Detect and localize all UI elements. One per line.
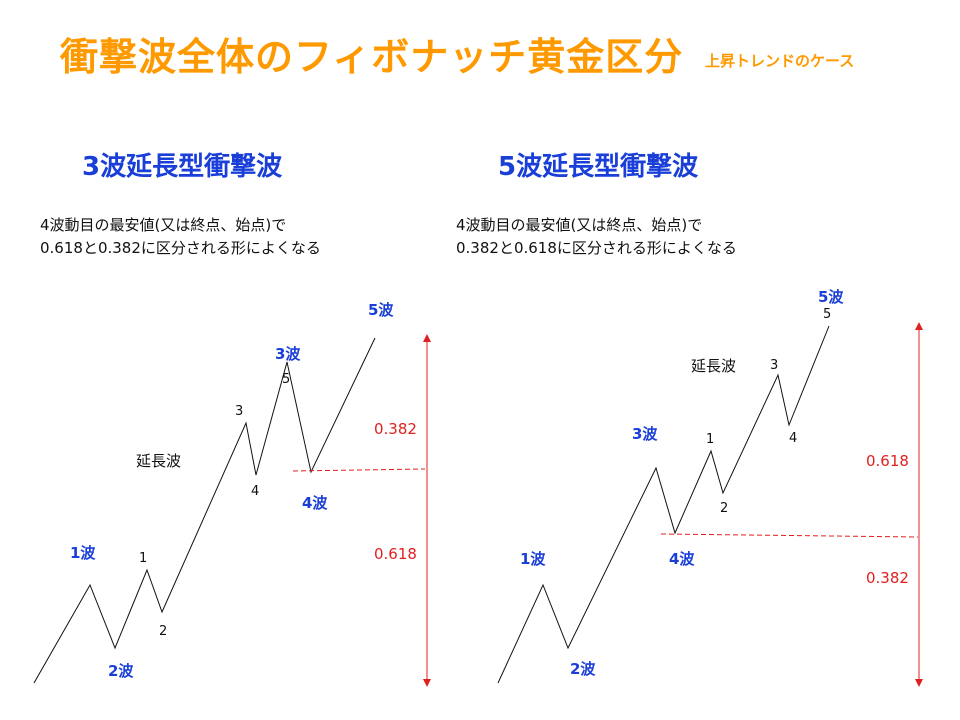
right-label-wave3: 3波: [632, 425, 658, 443]
left-extension-label: 延長波: [136, 452, 181, 470]
left-desc-line1: 4波動目の最安値(又は終点、始点)で: [40, 216, 287, 234]
left-desc-line2: 0.618と0.382に区分される形によくなる: [40, 239, 321, 257]
left-subwave-3: 3: [235, 404, 243, 419]
left-description: 4波動目の最安値(又は終点、始点)で 0.618と0.382に区分される形によく…: [40, 214, 321, 260]
left-fib-level-line: [292, 468, 426, 472]
left-label-wave3: 3波: [275, 345, 301, 363]
right-subwave-3: 3: [770, 358, 778, 373]
right-extension-label: 延長波: [691, 357, 736, 375]
right-fib-level-line: [660, 533, 919, 538]
right-label-wave2: 2波: [570, 660, 596, 678]
left-heading: 3波延長型衝撃波: [82, 152, 283, 182]
left-subwave-4: 4: [251, 484, 259, 499]
right-desc-line2: 0.382と0.618に区分される形によくなる: [456, 239, 737, 257]
left-diagram: 1波 2波 3波 4波 5波 1 2 3 4 5 延長波 0.382 0.618: [33, 301, 431, 687]
left-ratio-upper: 0.382: [374, 420, 417, 438]
right-subwave-4: 4: [789, 431, 797, 446]
left-label-wave4: 4波: [302, 494, 328, 512]
right-ratio-upper: 0.618: [866, 452, 909, 470]
right-desc-line1: 4波動目の最安値(又は終点、始点)で: [456, 216, 703, 234]
right-wave-path: [497, 325, 830, 684]
left-subwave-1: 1: [139, 551, 147, 566]
left-ratio-lower: 0.618: [374, 545, 417, 563]
right-subwave-5: 5: [823, 307, 831, 322]
left-wave-path: [33, 337, 376, 684]
left-subwave-2: 2: [159, 624, 167, 639]
left-subwave-5: 5: [282, 372, 290, 387]
right-subwave-1: 1: [706, 432, 714, 447]
right-label-wave5: 5波: [818, 288, 844, 306]
left-label-wave1: 1波: [70, 544, 96, 562]
right-subwave-2: 2: [720, 501, 728, 516]
left-label-wave5: 5波: [368, 301, 394, 319]
right-description: 4波動目の最安値(又は終点、始点)で 0.382と0.618に区分される形によく…: [456, 214, 737, 260]
right-label-wave4: 4波: [669, 550, 695, 568]
page-title: 衝撃波全体のフィボナッチ黄金区分: [60, 35, 684, 79]
right-heading: 5波延長型衝撃波: [498, 152, 699, 182]
right-ratio-lower: 0.382: [866, 569, 909, 587]
page-subtitle: 上昇トレンドのケース: [705, 52, 855, 70]
right-label-wave1: 1波: [520, 550, 546, 568]
right-diagram: 1波 2波 3波 4波 5波 1 2 3 4 5 延長波 0.618 0.382: [497, 288, 923, 687]
left-label-wave2: 2波: [108, 662, 134, 680]
